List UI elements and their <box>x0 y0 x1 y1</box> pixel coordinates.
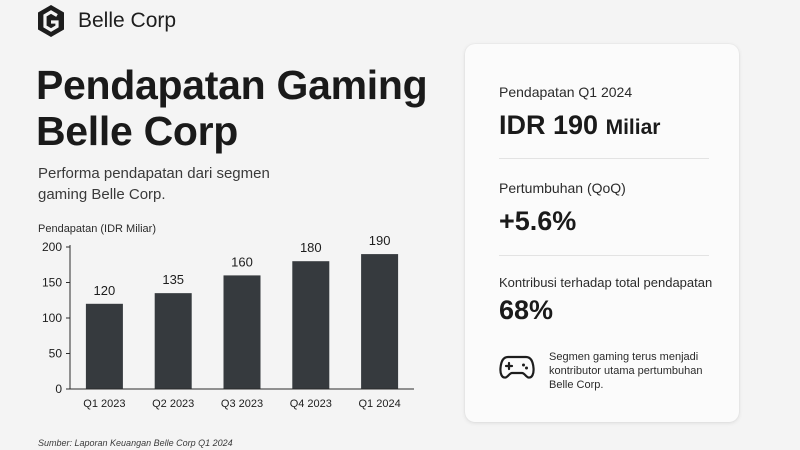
kpi-card: Pendapatan Q1 2024 IDR 190 Miliar Pertum… <box>465 44 739 422</box>
y-tick-label-4: 200 <box>42 240 62 254</box>
y-axis-label: Pendapatan (IDR Miliar) <box>38 223 156 235</box>
x-tick-label-1: Q2 2023 <box>152 398 194 410</box>
y-tick-label-2: 100 <box>42 311 62 325</box>
y-tick-label-3: 150 <box>42 276 62 290</box>
page-title-line-1: Pendapatan Gaming <box>36 62 428 108</box>
kpi-contribution-label: Kontribusi terhadap total pendapatan <box>499 275 713 290</box>
x-tick-label-0: Q1 2023 <box>83 398 125 410</box>
bar-value-label-1: 135 <box>162 272 184 287</box>
bar-value-label-0: 120 <box>94 283 116 298</box>
y-tick-label-0: 0 <box>55 382 62 396</box>
kpi-divider-1 <box>499 158 709 159</box>
x-tick-label-4: Q1 2024 <box>358 398 400 410</box>
kpi-revenue-amount: IDR 190 <box>499 110 599 140</box>
kpi-growth-value: +5.6% <box>499 206 577 236</box>
y-tick-label-1: 50 <box>49 347 63 361</box>
x-tick-label-2: Q3 2023 <box>221 398 263 410</box>
bar-3 <box>292 261 330 389</box>
gamepad-icon <box>499 355 535 379</box>
kpi-divider-2 <box>499 255 709 256</box>
kpi-revenue-value: IDR 190 Miliar <box>499 110 660 141</box>
bar-value-label-3: 180 <box>300 240 322 255</box>
kpi-growth-label: Pertumbuhan (QoQ) <box>499 180 626 196</box>
bar-value-label-2: 160 <box>231 254 253 269</box>
kpi-revenue-unit: Miliar <box>605 116 661 139</box>
bar-1 <box>154 293 192 389</box>
brand: Belle Corp <box>36 4 176 38</box>
bar-value-label-4: 190 <box>369 233 391 248</box>
bar-0 <box>85 303 123 389</box>
belle-corp-logo-icon <box>38 5 64 37</box>
note-text: Segmen gaming terus menjadi kontributor … <box>549 351 703 391</box>
x-tick-label-3: Q4 2023 <box>290 398 332 410</box>
bar-2 <box>223 275 261 389</box>
page-title: Pendapatan Gaming Belle Corp <box>36 62 428 154</box>
page-title-line-2: Belle Corp <box>36 108 239 154</box>
page-subtitle: Performa pendapatan dari segmen gaming B… <box>38 165 270 203</box>
kpi-contribution-value: 68% <box>499 295 554 325</box>
kpi-revenue-label: Pendapatan Q1 2024 <box>499 84 633 100</box>
bar-4 <box>361 254 399 389</box>
brand-name: Belle Corp <box>78 9 177 32</box>
source-note: Sumber: Laporan Keuangan Belle Corp Q1 2… <box>38 438 233 448</box>
